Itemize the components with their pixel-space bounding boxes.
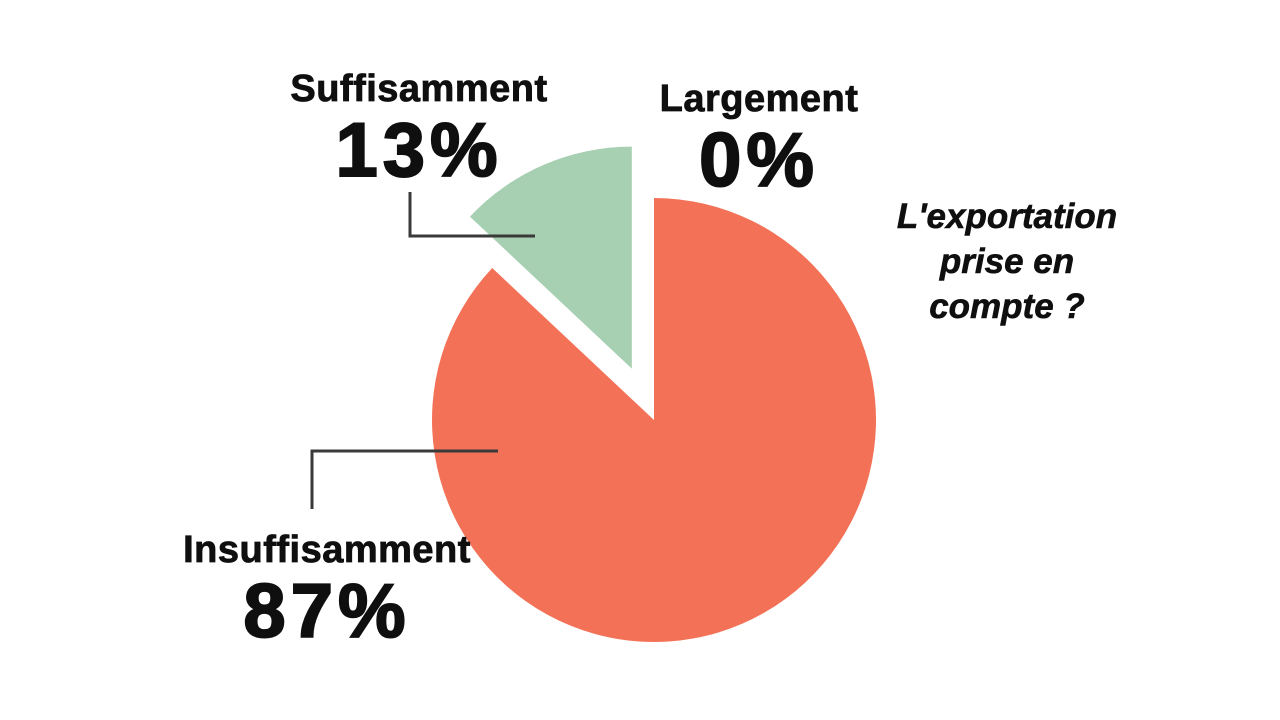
- chart-title-line-2: prise en: [939, 242, 1075, 282]
- label-group-suffisamment: Suffisamment 13%: [290, 68, 548, 193]
- slice-value-insuffisamment: 87%: [242, 568, 411, 654]
- pie-slices: [432, 146, 877, 642]
- chart-title: L'exportation prise en compte ?: [896, 194, 1118, 329]
- slice-value-suffisamment: 13%: [334, 107, 503, 193]
- chart-title-line-1: L'exportation: [896, 197, 1118, 237]
- slice-insuffisamment: [432, 198, 877, 642]
- leader-line-insuffisamment: [310, 449, 498, 509]
- leader-line-suffisamment: [408, 192, 535, 238]
- chart-title-line-3: compte ?: [929, 287, 1085, 327]
- slice-label-largement: Largement: [659, 78, 859, 120]
- label-group-insuffisamment: Insuffisamment 87%: [183, 529, 471, 654]
- leader-lines: [310, 192, 535, 509]
- slice-label-suffisamment: Suffisamment: [290, 68, 548, 110]
- slice-value-largement: 0%: [698, 117, 819, 203]
- slice-suffisamment: [469, 146, 632, 369]
- label-group-largement: Largement 0%: [659, 78, 859, 203]
- slice-label-insuffisamment: Insuffisamment: [183, 529, 471, 571]
